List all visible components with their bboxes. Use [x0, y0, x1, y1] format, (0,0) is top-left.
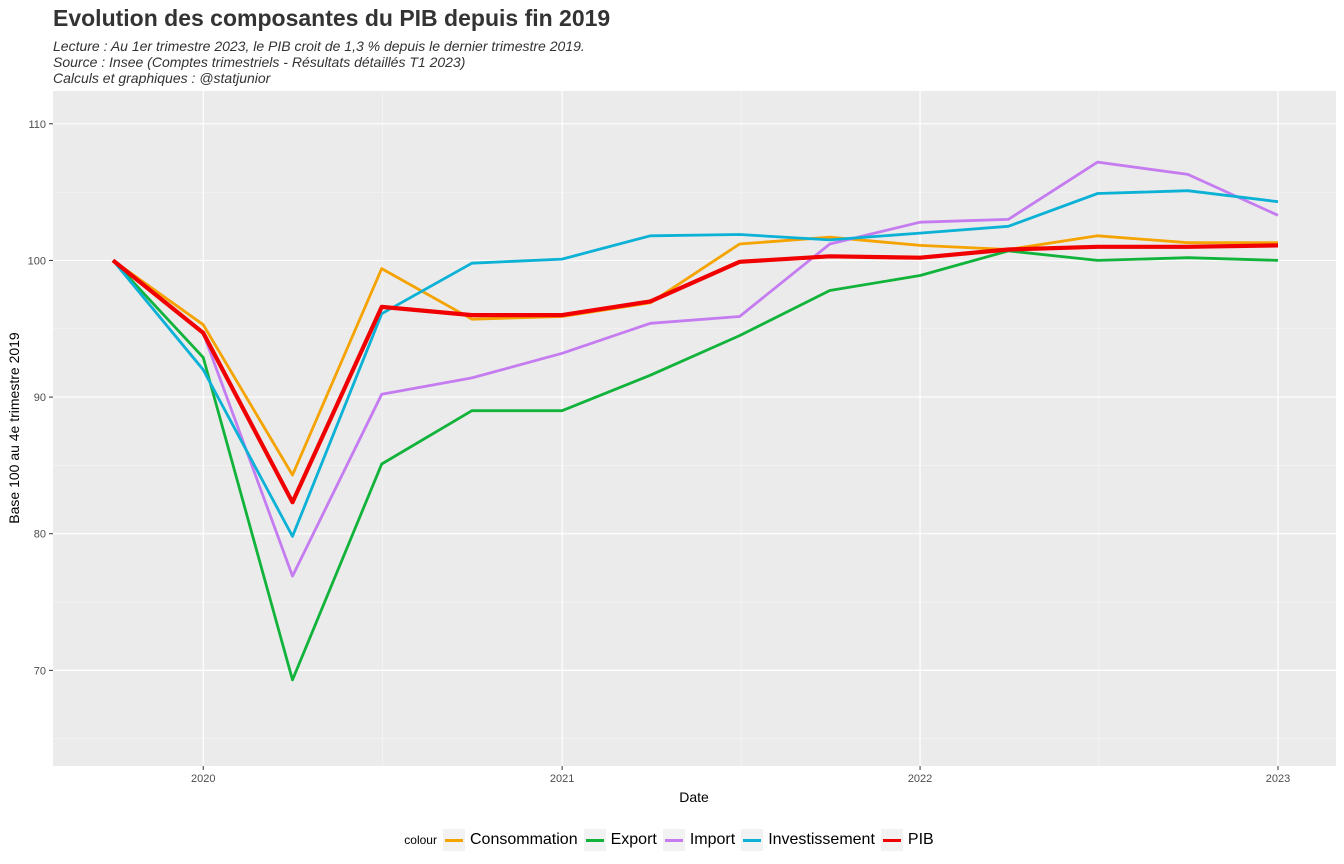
legend-label: PIB — [907, 831, 934, 848]
y-axis: 70 80 90 100 110 — [28, 119, 53, 677]
plot-panel — [53, 91, 1336, 766]
legend-swatch — [882, 838, 901, 842]
legend-item-pib: PIB — [880, 829, 934, 851]
legend-label: Import — [689, 831, 736, 848]
x-axis-title: Date — [679, 789, 709, 805]
legend-label: Consommation — [469, 831, 578, 848]
x-tick-label: 2022 — [908, 773, 932, 785]
chart-subtitle: Lecture : Au 1er trimestre 2023, le PIB … — [53, 38, 585, 86]
legend-item-export: Export — [583, 829, 657, 851]
legend-item-investissement: Investissement — [741, 829, 875, 851]
legend-key — [583, 829, 606, 851]
legend-item-import: Import — [662, 829, 736, 851]
legend-swatch — [444, 838, 463, 842]
legend-swatch — [743, 838, 762, 842]
subtitle-line-source: Source : Insee (Comptes trimestriels - R… — [53, 54, 466, 70]
y-tick-label: 70 — [34, 665, 46, 677]
legend-swatch — [664, 838, 683, 842]
x-tick-label: 2023 — [1266, 773, 1290, 785]
y-tick-label: 110 — [28, 119, 46, 131]
legend: colour Consommation Export Import Investiss… — [0, 828, 1344, 852]
grid-minor — [53, 91, 1336, 766]
series-line-import — [112, 160, 1279, 578]
x-axis: 2020 2021 2022 2023 — [191, 766, 1290, 785]
legend-key — [662, 829, 685, 851]
legend-item-consommation: Consommation — [442, 829, 578, 851]
legend-title: colour — [404, 833, 437, 847]
subtitle-line-reading: Lecture : Au 1er trimestre 2023, le PIB … — [53, 38, 585, 54]
legend-label: Export — [610, 831, 657, 848]
series-line-consommation — [112, 234, 1278, 477]
x-tick-label: 2021 — [550, 773, 574, 785]
series-line-pib — [111, 243, 1279, 505]
y-tick-label: 100 — [28, 255, 46, 267]
legend-key — [880, 829, 903, 851]
series-line-export — [111, 249, 1279, 682]
legend-label: Investissement — [768, 831, 875, 848]
y-tick-label: 90 — [34, 392, 46, 404]
x-tick-label: 2020 — [191, 773, 215, 785]
legend-items: Consommation Export Import Investissement PI… — [442, 829, 940, 851]
legend-key — [442, 829, 465, 851]
legend-swatch — [585, 838, 604, 842]
series-line-investissement — [111, 189, 1279, 538]
subtitle-line-credits: Calculs et graphiques : @statjunior — [53, 70, 271, 86]
y-tick-label: 80 — [34, 529, 46, 541]
series-lines — [111, 160, 1279, 682]
y-axis-title: Base 100 au 4e trimestre 2019 — [6, 332, 22, 524]
legend-key — [741, 829, 764, 851]
chart-title: Evolution des composantes du PIB depuis … — [53, 5, 611, 31]
